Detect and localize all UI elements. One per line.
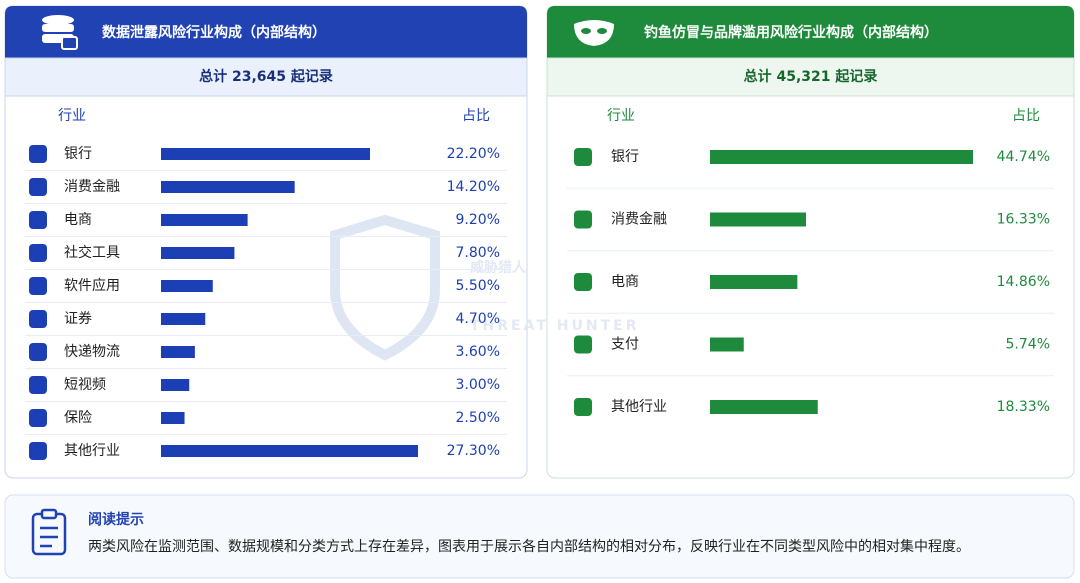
panel-subtitle: 总计 23,645 起记录 [199,68,333,85]
value-label: 9.20% [456,212,500,228]
column-header: 行业 [607,108,635,124]
category-label: 消费金融 [611,212,667,228]
bar [161,346,195,358]
category-label: 银行 [64,146,92,162]
panel-header [547,6,1074,58]
panel-header [5,6,527,58]
row-icon [574,148,592,166]
panel-subtitle: 总计 45,321 起记录 [744,68,878,85]
category-label: 证券 [64,311,92,327]
category-label: 短视频 [64,377,106,393]
note-box [4,494,1075,579]
category-label: 支付 [611,337,639,353]
value-label: 3.00% [456,377,500,393]
note-title: 阅读提示 [88,511,144,528]
column-header: 占比 [462,108,490,124]
panel-title: 数据泄露风险行业构成（内部结构） [102,24,326,41]
column-header: 占比 [1012,108,1040,124]
clipboard-icon [31,508,67,556]
panel-title: 钓鱼仿冒与品牌滥用风险行业构成（内部结构） [644,24,938,41]
bar [710,400,818,414]
value-label: 7.80% [456,245,500,261]
subtitle-band [4,57,528,97]
value-label: 5.74% [1006,337,1050,353]
subtitle-band [546,57,1075,97]
mask-icon [574,20,614,46]
bar [161,148,370,160]
category-label: 其他行业 [611,399,667,415]
bar [710,212,806,227]
category-label: 保险 [64,410,92,426]
category-label: 银行 [611,149,639,165]
value-label: 3.60% [456,344,500,360]
row-icon [29,277,47,295]
value-label: 4.70% [456,311,500,327]
watermark-shield [330,214,440,361]
column-header: 行业 [58,108,86,124]
note-text: 两类风险在监测范围、数据规模和分类方式上存在差异，图表用于展示各自内部结构的相对… [88,538,970,555]
bar [161,247,235,259]
category-label: 电商 [64,212,92,228]
bar [161,445,418,457]
row-icon [29,310,47,328]
category-label: 快递物流 [64,344,120,360]
value-label: 14.20% [447,179,500,195]
value-label: 16.33% [997,212,1050,228]
bar [161,181,295,193]
row-icon [29,409,47,427]
value-label: 27.30% [447,443,500,459]
row-icon [574,398,592,416]
bar [161,214,248,226]
category-label: 社交工具 [64,244,120,261]
bar [161,412,185,424]
bar [161,379,190,391]
category-label: 其他行业 [64,443,120,459]
mask-eye [597,28,607,34]
value-label: 44.74% [997,149,1050,165]
row-icon [29,376,47,394]
value-label: 18.33% [997,399,1050,415]
mask-eye [581,28,591,34]
row-icon [29,211,47,229]
category-label: 电商 [611,274,639,290]
bar [710,150,973,164]
category-label: 软件应用 [64,277,120,294]
row-icon [29,145,47,163]
value-label: 22.20% [447,146,500,162]
bar [710,275,798,289]
watermark-subtitle: THREAT HUNTER [470,318,639,334]
row-icon [29,178,47,196]
bar [161,313,206,325]
row-icon [574,335,592,354]
bar [161,280,213,292]
row-icon [574,210,592,229]
value-label: 14.86% [997,274,1050,290]
value-label: 5.50% [456,278,500,294]
row-icon [574,273,592,291]
category-label: 消费金融 [64,179,120,195]
value-label: 2.50% [456,410,500,426]
bar [710,337,744,352]
database-icon [42,15,78,50]
row-icon [29,442,47,460]
watermark-title: 威胁猎人 [470,259,527,276]
row-icon [29,244,47,262]
row-icon [29,343,47,361]
